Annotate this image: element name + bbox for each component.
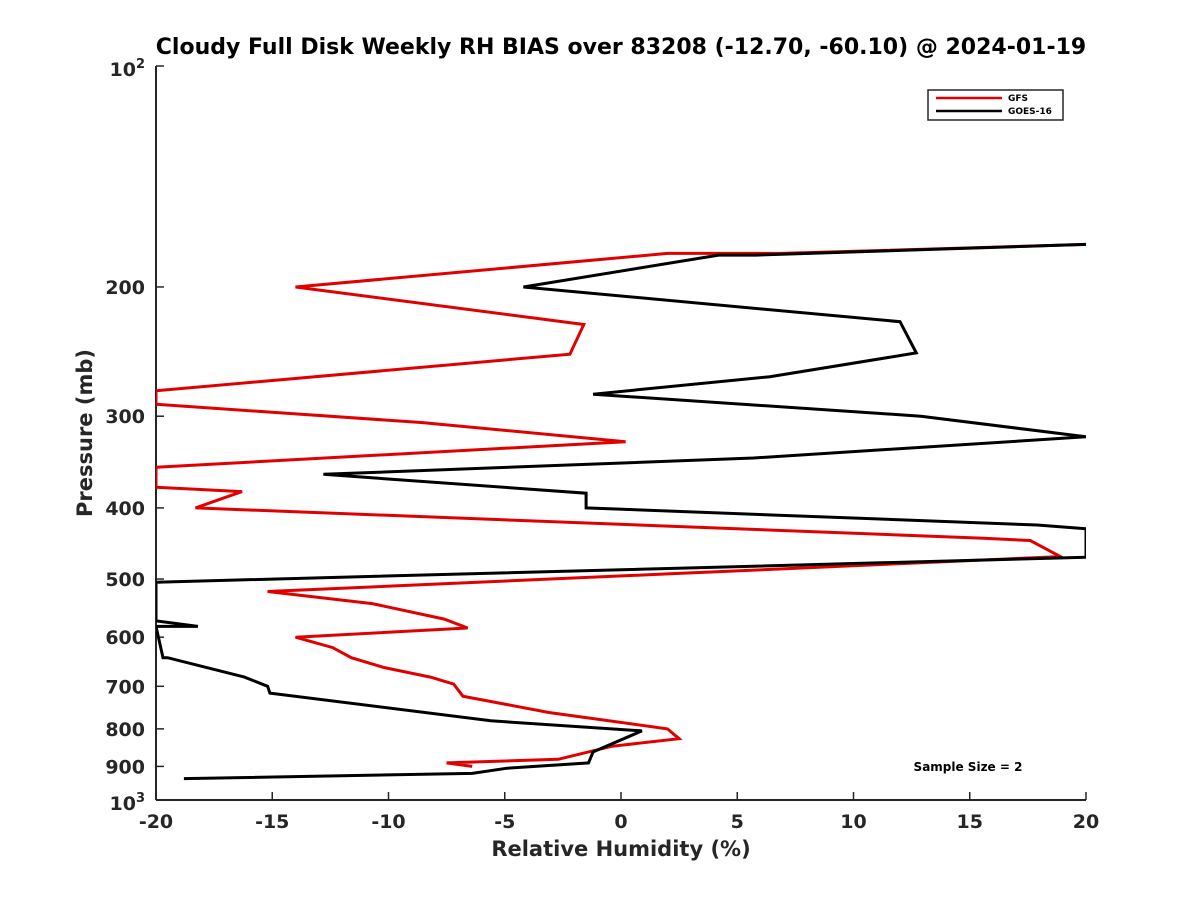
x-axis-label: Relative Humidity (%) <box>491 837 750 861</box>
x-tick-label: 5 <box>731 811 744 833</box>
series-layer <box>156 242 1086 781</box>
x-tick-label: 15 <box>957 811 983 833</box>
y-tick-label: 200 <box>105 277 145 299</box>
x-ticks: -20 -15 -10 -5 0 5 10 15 20 <box>139 792 1099 833</box>
legend: GFS GOES-16 <box>927 89 1064 121</box>
legend-label-goes-16: GOES-16 <box>1008 107 1052 117</box>
y-tick-label: 900 <box>105 756 145 778</box>
y-top-tick-label: 102 <box>110 57 146 81</box>
y-axis-label: Pressure (mb) <box>73 349 97 517</box>
y-tick-label: 400 <box>105 498 145 520</box>
x-tick-label: -10 <box>371 811 405 833</box>
legend-box <box>927 89 1064 121</box>
x-tick-label: -20 <box>139 811 173 833</box>
x-tick-label: -15 <box>255 811 289 833</box>
y-ticks: 200 300 400 500 600 700 800 900 <box>105 65 164 801</box>
y-tick-label: 600 <box>105 627 145 649</box>
y-tick-label: 500 <box>105 569 145 591</box>
y-tick-label: 700 <box>105 676 145 698</box>
y-tick-label: 800 <box>105 719 145 741</box>
y-bottom-tick-label: 103 <box>110 791 146 815</box>
chart-title: Cloudy Full Disk Weekly RH BIAS over 832… <box>156 35 1086 60</box>
series-line-gfs <box>156 242 1086 768</box>
legend-label-gfs: GFS <box>1008 94 1028 104</box>
x-tick-label: 10 <box>840 811 866 833</box>
x-tick-label: 20 <box>1073 811 1099 833</box>
sample-size-annotation: Sample Size = 2 <box>914 760 1023 774</box>
series-line-goes-16 <box>156 242 1086 781</box>
x-tick-label: -5 <box>494 811 515 833</box>
y-tick-label: 300 <box>105 406 145 428</box>
x-tick-label: 0 <box>614 811 627 833</box>
